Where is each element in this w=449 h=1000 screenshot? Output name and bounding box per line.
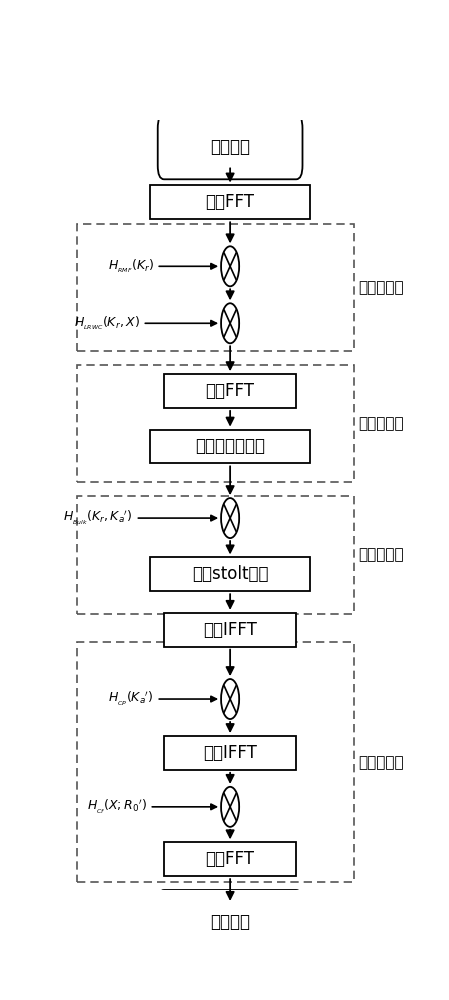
Text: 聚焦图像: 聚焦图像 bbox=[210, 913, 250, 931]
Circle shape bbox=[221, 246, 239, 286]
Circle shape bbox=[221, 498, 239, 538]
Circle shape bbox=[221, 679, 239, 719]
Text: 原始数据: 原始数据 bbox=[210, 138, 250, 156]
Circle shape bbox=[221, 787, 239, 827]
Text: $H_{_{Bulk}}(K_r,K_a{}')$: $H_{_{Bulk}}(K_r,K_a{}')$ bbox=[63, 509, 133, 527]
Bar bbox=[150, 430, 310, 463]
Bar bbox=[77, 365, 354, 482]
Bar bbox=[150, 185, 310, 219]
Bar bbox=[164, 374, 296, 408]
Circle shape bbox=[221, 303, 239, 343]
Text: 扩展stolt插尼: 扩展stolt插尼 bbox=[192, 565, 269, 583]
Text: 方位重采样插尼: 方位重采样插尼 bbox=[195, 437, 265, 455]
Bar bbox=[77, 642, 354, 882]
Bar bbox=[150, 557, 310, 591]
Text: 距离FFT: 距离FFT bbox=[206, 193, 255, 211]
Bar bbox=[164, 613, 296, 647]
Text: 距离向处理: 距离向处理 bbox=[359, 548, 404, 563]
Text: 方位FFT: 方位FFT bbox=[206, 382, 255, 400]
Text: 方位IFFT: 方位IFFT bbox=[203, 744, 257, 762]
Text: $H_{_{LRWC}}(K_r,X)$: $H_{_{LRWC}}(K_r,X)$ bbox=[74, 314, 140, 332]
Bar bbox=[77, 496, 354, 614]
Text: $H_{_{RMF}}(K_r)$: $H_{_{RMF}}(K_r)$ bbox=[108, 258, 154, 275]
Bar bbox=[164, 842, 296, 876]
Text: 重采样处理: 重采样处理 bbox=[359, 416, 404, 431]
Bar bbox=[164, 736, 296, 770]
FancyBboxPatch shape bbox=[158, 890, 303, 955]
Text: 方位FFT: 方位FFT bbox=[206, 850, 255, 868]
Bar bbox=[77, 224, 354, 351]
Text: $H_{_{Cf}}(X;R_0{}')$: $H_{_{Cf}}(X;R_0{}')$ bbox=[87, 798, 146, 816]
Text: $H_{_{CP}}(K_a{}')$: $H_{_{CP}}(K_a{}')$ bbox=[108, 690, 154, 708]
Text: 正側化处理: 正側化处理 bbox=[359, 280, 404, 295]
FancyBboxPatch shape bbox=[158, 115, 303, 179]
Text: 距离IFFT: 距离IFFT bbox=[203, 621, 257, 639]
Text: 方位向处理: 方位向处理 bbox=[359, 755, 404, 770]
